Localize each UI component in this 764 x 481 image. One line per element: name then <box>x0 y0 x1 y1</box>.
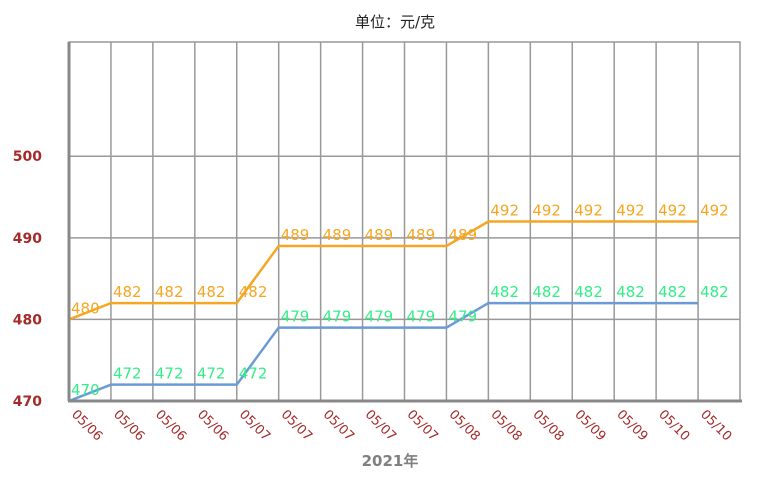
data-label: 492 <box>658 202 687 220</box>
x-tick-label: 05/06 <box>110 407 147 444</box>
data-label: 482 <box>490 283 519 301</box>
data-label: 472 <box>239 365 268 383</box>
x-tick-label: 05/10 <box>697 407 734 444</box>
y-tick-label: 500 <box>13 149 42 165</box>
x-tick-label: 05/07 <box>320 407 357 444</box>
data-label: 492 <box>532 202 561 220</box>
y-tick-label: 470 <box>13 394 42 410</box>
data-label: 489 <box>281 226 310 244</box>
x-tick-label: 05/07 <box>278 407 315 444</box>
series-line-1 <box>68 220 699 321</box>
y-tick-label: 480 <box>13 312 42 328</box>
y-axis-ticks: 470 480 490 500 <box>13 149 42 410</box>
data-label: 489 <box>448 226 477 244</box>
x-tick-label: 05/06 <box>68 407 105 444</box>
series-line-2 <box>68 301 699 403</box>
data-label: 470 <box>71 381 100 399</box>
data-label: 479 <box>407 308 436 326</box>
data-label: 482 <box>532 283 561 301</box>
data-label: 492 <box>700 202 729 220</box>
x-tick-label: 05/07 <box>362 407 399 444</box>
data-label: 482 <box>574 283 603 301</box>
x-axis-ticks: 05/06 05/06 05/06 05/06 05/07 05/07 05/07 05/07… <box>68 407 734 444</box>
x-tick-label: 05/08 <box>446 407 483 444</box>
x-axis-label: 2021年 <box>362 452 419 470</box>
data-label: 479 <box>365 308 394 326</box>
data-label: 489 <box>407 226 436 244</box>
data-label: 482 <box>197 283 226 301</box>
chart-title: 单位：元/克 <box>355 13 435 31</box>
x-tick-label: 05/06 <box>194 407 231 444</box>
data-label: 482 <box>700 283 729 301</box>
data-labels: 480 482 482 482 482 489 489 489 489 489 492 492 492 4… <box>71 202 729 400</box>
data-label: 482 <box>239 283 268 301</box>
x-tick-label: 05/07 <box>236 407 273 444</box>
data-label: 482 <box>616 283 645 301</box>
data-label: 492 <box>616 202 645 220</box>
x-tick-label: 05/09 <box>571 407 608 444</box>
data-label: 482 <box>658 283 687 301</box>
x-tick-label: 05/08 <box>488 407 525 444</box>
data-label: 479 <box>281 308 310 326</box>
data-label: 482 <box>113 283 142 301</box>
data-label: 480 <box>71 299 100 317</box>
data-label: 479 <box>323 308 352 326</box>
data-label: 492 <box>490 202 519 220</box>
x-tick-label: 05/07 <box>404 407 441 444</box>
x-tick-label: 05/10 <box>655 407 692 444</box>
x-tick-label: 05/06 <box>152 407 189 444</box>
data-label: 472 <box>155 365 184 383</box>
series-group <box>68 220 699 403</box>
data-label: 472 <box>113 365 142 383</box>
data-label: 492 <box>574 202 603 220</box>
y-tick-label: 490 <box>13 231 42 247</box>
data-label: 489 <box>323 226 352 244</box>
x-tick-label: 05/08 <box>529 407 566 444</box>
data-label: 489 <box>365 226 394 244</box>
x-tick-label: 05/09 <box>613 407 650 444</box>
data-label: 482 <box>155 283 184 301</box>
data-label: 472 <box>197 365 226 383</box>
data-label: 479 <box>448 308 477 326</box>
